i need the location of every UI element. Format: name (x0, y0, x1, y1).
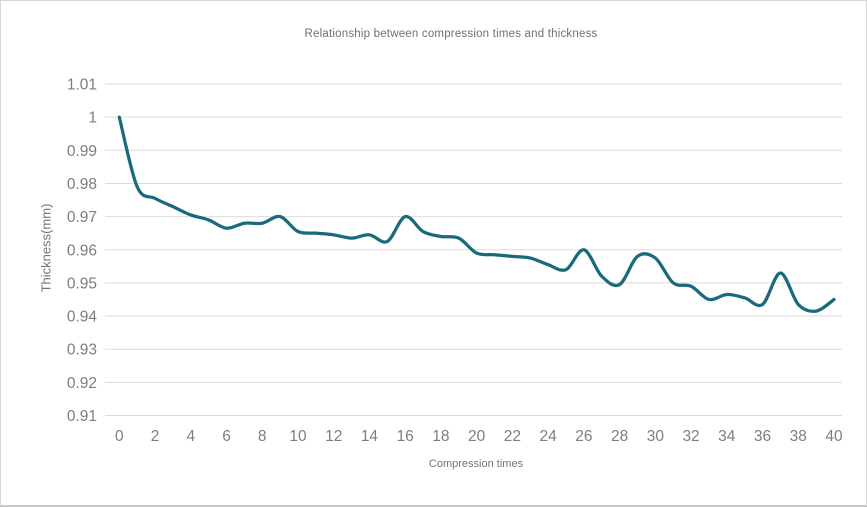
y-tick-label: 0.92 (67, 375, 97, 392)
thickness-series-line (117, 115, 836, 313)
x-tick-label: 32 (682, 428, 699, 445)
y-tick-label: 0.93 (67, 342, 97, 359)
x-tick-label: 36 (754, 428, 771, 445)
y-tick-label: 0.96 (67, 242, 97, 259)
x-tick-label: 38 (790, 428, 807, 445)
chart-title: Relationship between compression times a… (304, 28, 598, 40)
x-tick-label: 34 (718, 428, 736, 445)
y-tick-label: 0.97 (67, 209, 97, 226)
x-tick-label: 12 (325, 428, 342, 445)
y-axis-title: Thickness(mm) (38, 203, 54, 293)
x-tick-label: 8 (258, 428, 267, 445)
x-tick-label: 40 (825, 428, 843, 445)
y-tick-label: 1.01 (67, 77, 97, 94)
x-tick-label: 20 (468, 428, 486, 445)
x-tick-label: 4 (186, 428, 195, 445)
x-tick-label: 24 (540, 428, 558, 445)
y-tick-label: 0.91 (67, 408, 97, 425)
x-axis-title: Compression times (428, 458, 524, 470)
x-tick-label: 14 (361, 428, 379, 445)
x-tick-label: 10 (289, 428, 307, 445)
y-tick-label: 1 (88, 110, 97, 127)
x-tick-label: 0 (115, 428, 124, 445)
x-tick-label: 30 (647, 428, 665, 445)
x-tick-label: 2 (151, 428, 160, 445)
y-tick-label: 0.98 (67, 176, 97, 193)
x-tick-label: 26 (575, 428, 592, 445)
x-tick-label: 28 (611, 428, 628, 445)
y-tick-label: 0.99 (67, 143, 97, 160)
x-tick-label: 6 (222, 428, 231, 445)
x-tick-label: 18 (432, 428, 449, 445)
x-tick-label: 16 (397, 428, 414, 445)
y-tick-label: 0.95 (67, 275, 97, 292)
x-tick-label: 22 (504, 428, 521, 445)
y-tick-label: 0.94 (67, 309, 98, 326)
